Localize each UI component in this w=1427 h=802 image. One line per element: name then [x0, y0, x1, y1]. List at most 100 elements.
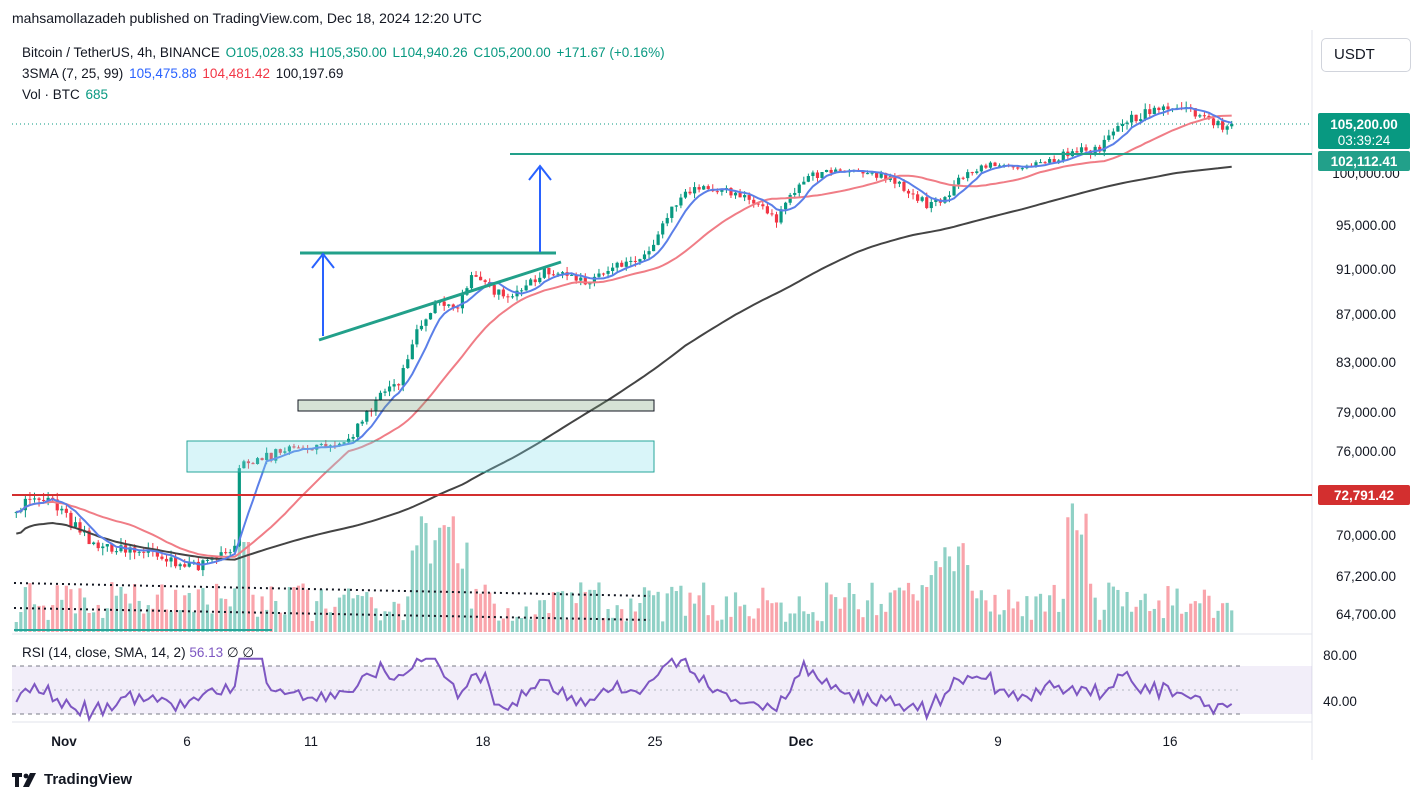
candle-body: [14, 512, 18, 514]
volume-bar: [733, 592, 738, 632]
candle-body: [583, 277, 587, 285]
volume-bar: [1011, 608, 1015, 632]
candle-body: [410, 344, 414, 360]
volume-bar: [497, 620, 501, 632]
candle-body: [920, 197, 924, 201]
candle-body: [902, 181, 906, 191]
volume-bar: [529, 619, 533, 632]
volume-bar: [328, 612, 332, 632]
candle-body: [178, 564, 182, 567]
candle-body: [861, 170, 865, 174]
volume-bar: [774, 602, 779, 632]
volume-bar: [324, 608, 328, 632]
volume-bar: [711, 605, 715, 632]
candle-body: [793, 192, 797, 195]
candle-body: [255, 458, 260, 465]
tradingview-footer[interactable]: TradingView: [12, 771, 132, 788]
candle-body: [205, 559, 210, 561]
candle-body: [765, 206, 769, 214]
sma99-value: 100,197.69: [275, 66, 344, 81]
support-text: 72,791.42: [1334, 488, 1394, 503]
volume-bar: [738, 606, 742, 632]
candle-body: [606, 270, 610, 274]
candle-body: [642, 254, 647, 260]
volume-bar: [1007, 589, 1011, 632]
volume-bar: [205, 604, 210, 632]
candle-body: [665, 217, 669, 224]
volume-bar: [1170, 605, 1175, 632]
rsi-extra1: ∅: [226, 645, 239, 660]
candle-body: [69, 512, 73, 528]
candle-body: [761, 204, 765, 207]
candle-body: [934, 199, 938, 202]
candle-body: [287, 446, 292, 452]
volume-bar: [274, 600, 278, 632]
sma25-value: 104,481.42: [202, 66, 270, 81]
volume-bar: [1061, 598, 1065, 632]
candle-body: [251, 463, 255, 465]
candle-body: [424, 319, 428, 326]
volume-bar: [292, 587, 296, 632]
volume-bar: [797, 596, 801, 632]
volume-bar: [110, 582, 114, 632]
candle-body: [979, 165, 983, 172]
volume-bar: [128, 603, 132, 632]
currency-button[interactable]: USDT: [1321, 38, 1411, 72]
volume-value: 685: [85, 87, 109, 102]
y-tick-label: 79,000.00: [1336, 405, 1396, 420]
volume-bar: [943, 547, 947, 632]
volume-bar: [897, 587, 902, 632]
x-axis-labels: Nov 6 11 18 25 Dec 9 16: [51, 734, 1177, 749]
volume-bar: [133, 584, 137, 632]
volume-bar: [397, 603, 401, 632]
candle-body: [1079, 147, 1084, 153]
candle-body: [78, 522, 82, 533]
candle-body: [1211, 118, 1216, 126]
candle-body: [1043, 162, 1047, 164]
volume-bar: [770, 603, 774, 632]
candle-body: [142, 551, 146, 553]
volume-bar: [679, 585, 683, 632]
candle-body: [469, 275, 474, 289]
volume-bar: [1093, 597, 1097, 632]
volume-bar: [1161, 618, 1166, 632]
candle-body: [110, 544, 114, 552]
volume-bar: [174, 589, 178, 632]
candle-body: [875, 172, 879, 178]
volume-bar: [966, 565, 970, 632]
volume-bar: [419, 516, 424, 632]
candle-body: [169, 557, 173, 562]
candle-body: [551, 274, 556, 276]
volume-bar: [524, 606, 528, 632]
volume-bar: [1152, 608, 1156, 632]
volume-bar: [1189, 603, 1193, 632]
candle-body: [683, 191, 688, 198]
x-tick-label: 18: [475, 734, 490, 749]
volume-bar: [260, 596, 264, 632]
candle-body: [1116, 126, 1120, 132]
volume-bar: [1002, 610, 1006, 632]
volume-bar: [1216, 610, 1220, 632]
volume-bar: [46, 619, 50, 632]
open-value: O105,028.33: [225, 45, 304, 60]
volume-bar: [460, 568, 464, 632]
candle-body: [692, 187, 697, 194]
y-tick-label: 76,000.00: [1336, 444, 1396, 459]
volume-bar: [961, 543, 965, 632]
candle-body: [160, 556, 164, 559]
volume-bar: [465, 542, 469, 632]
volume-bar: [415, 545, 419, 632]
candle-body: [556, 273, 560, 275]
candle-body: [269, 452, 273, 461]
volume-bar: [1034, 596, 1038, 632]
candle-body: [838, 169, 842, 171]
sma7-line: [16, 106, 1232, 566]
candle-body: [114, 551, 119, 553]
candle-body: [1111, 131, 1115, 136]
volume-bar: [624, 621, 628, 632]
candle-body: [392, 384, 396, 387]
candle-body: [834, 169, 838, 173]
candle-body: [433, 302, 437, 314]
candle-body: [956, 177, 961, 185]
